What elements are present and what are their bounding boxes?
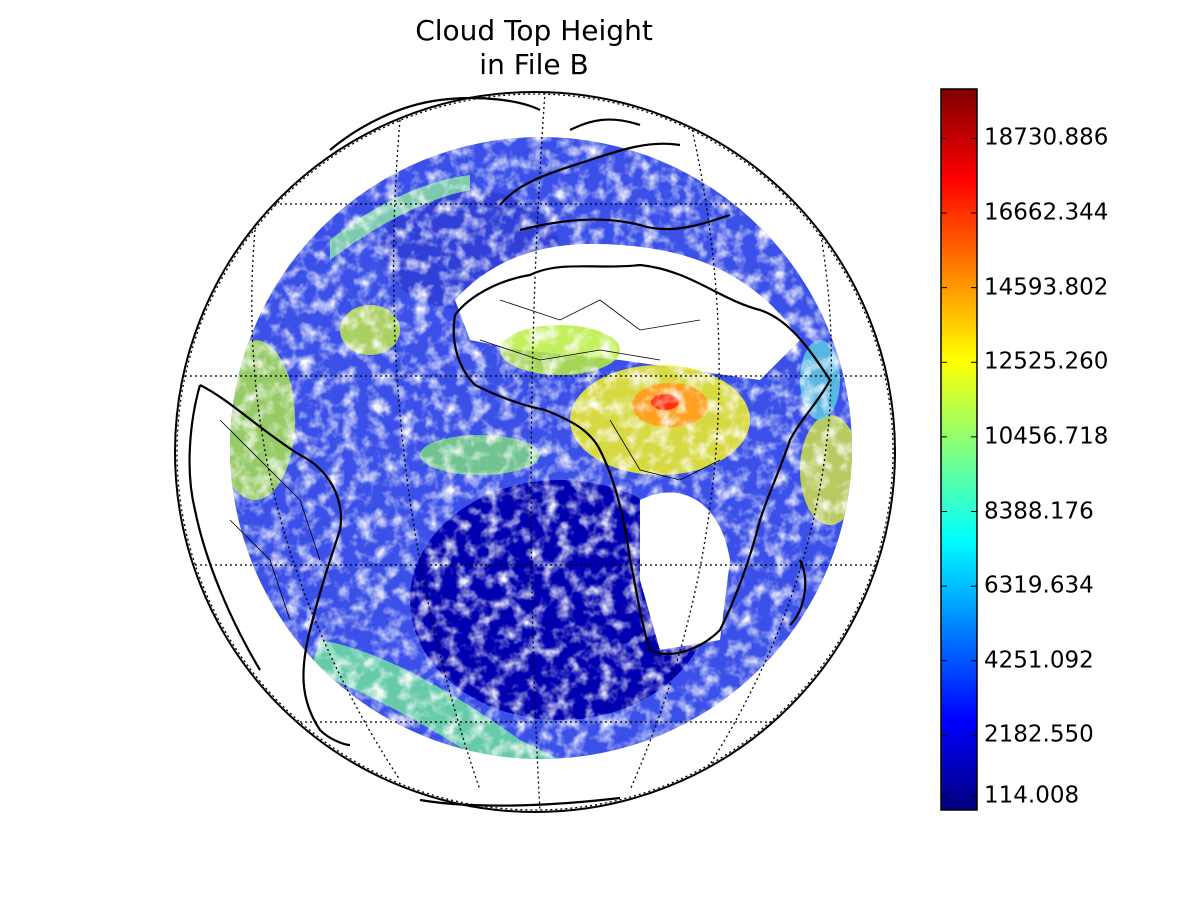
colorbar	[940, 88, 978, 811]
graticule	[175, 92, 895, 812]
south-america-coast	[188, 384, 351, 747]
colorbar-tick-label: 12525.260	[984, 348, 1109, 375]
colorbar-tick-label: 10456.718	[984, 423, 1109, 450]
colorbar-tick-label: 8388.176	[984, 498, 1094, 524]
colorbar-tick-label: 114.008	[984, 782, 1080, 809]
colorbar-tick-label: 16662.344	[984, 199, 1109, 226]
country-borders	[219, 299, 721, 621]
coastlines	[188, 96, 832, 807]
europe-coast	[499, 118, 731, 232]
colorbar-tick-label: 4251.092	[984, 647, 1094, 674]
madagascar-coast	[789, 559, 807, 626]
colorbar-tick-label: 14593.802	[984, 274, 1109, 301]
colorbar-tick-label: 2182.550	[984, 721, 1094, 748]
globe-outline	[174, 91, 896, 813]
cloud-top-height-field	[230, 137, 852, 759]
colorbar-tick-label: 18730.886	[984, 124, 1109, 151]
greenland-coast	[329, 96, 541, 151]
colorbar-ticks	[941, 137, 977, 797]
chart-title: Cloud Top Height in File B	[415, 14, 653, 81]
colorbar-tick-label: 6319.634	[984, 572, 1094, 599]
africa-coast	[452, 263, 832, 655]
